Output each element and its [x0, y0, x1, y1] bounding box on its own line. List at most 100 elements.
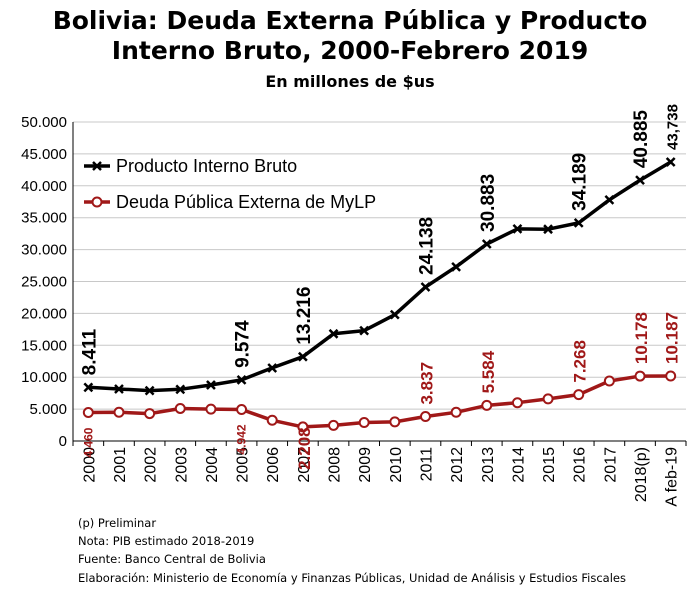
deuda-data-label: 4.460: [81, 427, 95, 457]
deuda-point-marker: [236, 403, 248, 415]
pib-marker-stroke: [267, 363, 278, 373]
deuda-point-marker: [634, 370, 646, 382]
x-tick-label: 2003: [173, 447, 190, 483]
pib-point-marker: [512, 223, 523, 234]
deuda-point-marker: [328, 419, 340, 431]
pib-point-marker: [573, 217, 584, 228]
x-tick-label: 2009: [357, 447, 374, 483]
pib-point-marker: [175, 384, 186, 395]
pib-marker-stroke: [389, 309, 400, 320]
pib-marker-stroke: [359, 325, 370, 336]
x-tick-label: 2011: [418, 447, 435, 482]
note-pib-estimado: Nota: PIB estimado 2018-2019: [78, 534, 255, 548]
pib-point-marker: [481, 239, 492, 249]
deuda-point-marker: [573, 389, 585, 401]
pib-point-marker: [359, 325, 370, 336]
deuda-point-marker: [144, 408, 156, 420]
pib-marker-stroke: [236, 375, 247, 385]
deuda-point-marker: [82, 407, 94, 419]
pib-point-marker: [267, 363, 278, 373]
pib-point-marker: [297, 351, 308, 362]
y-tick-label: 15.000: [21, 337, 67, 354]
pib-marker-stroke: [206, 380, 216, 390]
pib-marker-stroke: [175, 384, 186, 395]
x-tick-label: 2013: [480, 447, 497, 483]
pib-marker-stroke: [635, 175, 645, 186]
pib-point-marker: [144, 385, 155, 396]
chart-title-line1: Bolivia: Deuda Externa Pública y Product…: [52, 6, 648, 35]
deuda-point-marker: [603, 375, 615, 387]
x-tick-label: 2015: [541, 447, 558, 483]
pib-series-line: [88, 160, 672, 393]
pib-point-marker: [389, 309, 400, 320]
x-tick-label: 2002: [143, 447, 160, 483]
x-tick-label: 2007: [296, 447, 313, 483]
y-tick-label: 40.000: [21, 178, 67, 195]
pib-marker-stroke: [512, 223, 523, 234]
pib-marker-stroke: [83, 382, 94, 393]
x-tick-label: 2001: [112, 447, 129, 483]
y-tick-label: 0: [59, 433, 67, 450]
deuda-series-line: [88, 374, 671, 429]
y-tick-label: 10.000: [21, 369, 67, 386]
line-chart: 0 5.000 10.000 15.000 20.000 25.000 30.000 35.0…: [21, 104, 687, 507]
pib-data-label: 9.574: [233, 320, 254, 368]
deuda-point-marker: [358, 416, 370, 428]
deuda-point-marker: [389, 416, 401, 428]
x-tick-label: 2018(p): [633, 447, 650, 502]
legend-pib-marker: [92, 161, 102, 171]
y-tick-label: 20.000: [21, 305, 67, 322]
pib-point-marker: [420, 282, 431, 292]
x-tick-label: 2016: [572, 447, 589, 483]
pib-marker-stroke: [481, 239, 492, 249]
pib-point-marker: [604, 194, 615, 205]
pib-point-marker: [635, 175, 645, 186]
deuda-point-marker: [174, 402, 186, 414]
note-preliminar: (p) Preliminar: [78, 516, 157, 530]
x-tick-label: 2014: [510, 447, 527, 483]
deuda-data-label: 10.187: [663, 312, 682, 364]
pib-point-marker: [451, 261, 462, 272]
deuda-point-marker: [450, 406, 462, 418]
y-tick-label: 25.000: [21, 274, 67, 291]
x-tick-label: 2008: [327, 447, 344, 483]
legend-pib-label: Producto Interno Bruto: [116, 156, 297, 176]
deuda-point-marker: [665, 370, 677, 382]
x-tick-label: 2017: [602, 447, 619, 483]
pib-marker-stroke: [451, 261, 462, 272]
pib-point-marker: [206, 380, 216, 390]
x-tick-label: 2000: [81, 447, 98, 483]
y-tick-label: 5.000: [29, 401, 67, 418]
deuda-data-label: 4.942: [235, 424, 249, 454]
chart-title-line2: Interno Bruto, 2000-Febrero 2019: [111, 36, 589, 65]
deuda-point-marker: [511, 397, 523, 409]
deuda-point-marker: [113, 406, 125, 418]
pib-data-label: 34.189: [570, 153, 591, 211]
deuda-point-marker: [266, 414, 278, 426]
y-tick-label: 50.000: [21, 114, 67, 131]
pib-data-label: 8.411: [79, 328, 100, 375]
pib-marker-stroke: [573, 217, 584, 228]
deuda-data-label: 2.208: [295, 427, 314, 470]
x-tick-label: 2010: [388, 447, 405, 483]
deuda-data-label: 10.178: [632, 312, 651, 364]
deuda-point-marker: [297, 421, 309, 433]
deuda-point-marker: [481, 399, 493, 411]
pib-point-marker: [328, 328, 339, 339]
pib-data-label: 24.138: [416, 217, 437, 275]
note-elaboracion: Elaboración: Ministerio de Economía y Fi…: [78, 571, 626, 585]
deuda-data-label: 7.268: [571, 340, 590, 383]
chart-subtitle: En millones de $us: [265, 72, 435, 91]
legend-deuda-label: Deuda Pública Externa de MyLP: [116, 192, 376, 212]
deuda-point-marker: [205, 403, 217, 415]
pib-data-label: 30.883: [478, 174, 499, 232]
pib-marker-stroke: [328, 328, 339, 339]
pib-marker-stroke: [114, 384, 124, 394]
pib-data-label: 40.885: [631, 110, 652, 169]
pib-marker-stroke: [604, 194, 615, 205]
pib-data-label: 43,738: [665, 104, 682, 150]
deuda-point-marker: [542, 393, 554, 405]
pib-marker-stroke: [297, 351, 308, 362]
x-tick-label: 2005: [235, 447, 252, 483]
deuda-data-label: 3.837: [417, 362, 436, 405]
